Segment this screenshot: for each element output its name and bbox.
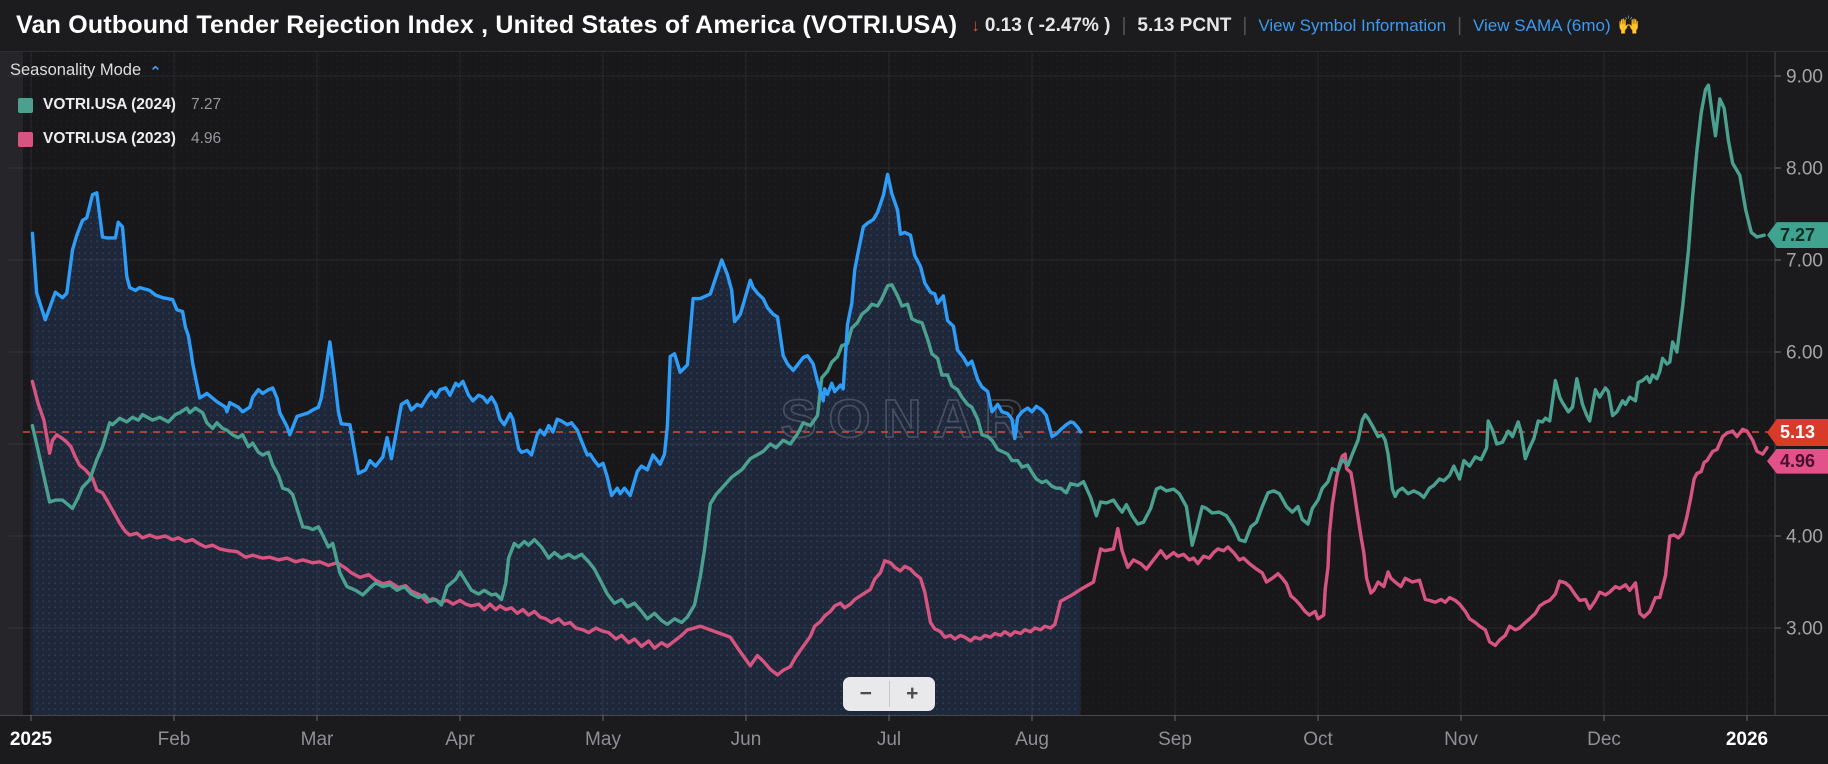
separator: | xyxy=(1242,14,1248,36)
view-sama-link[interactable]: View SAMA (6mo) xyxy=(1473,15,1611,35)
legend-item-votri-2023[interactable]: VOTRI.USA (2023) 4.96 xyxy=(10,130,221,148)
view-symbol-information-link[interactable]: View Symbol Information xyxy=(1258,15,1447,35)
svg-text:Oct: Oct xyxy=(1303,729,1333,750)
series-swatch-2023 xyxy=(18,131,33,147)
axes xyxy=(0,52,1828,716)
svg-text:Sep: Sep xyxy=(1158,729,1192,750)
series-swatch-2024 xyxy=(18,97,33,113)
svg-text:6.00: 6.00 xyxy=(1786,343,1823,364)
legend-label-2024: VOTRI.USA (2024) xyxy=(43,96,176,113)
zoom-in-button[interactable]: + xyxy=(890,677,936,711)
legend-item-votri-2024[interactable]: VOTRI.USA (2024) 7.27 xyxy=(10,96,221,114)
legend-label-2023: VOTRI.USA (2023) xyxy=(43,130,176,147)
divider xyxy=(888,681,890,707)
separator: | xyxy=(1121,14,1127,36)
svg-text:9.00: 9.00 xyxy=(1786,67,1823,88)
svg-text:Aug: Aug xyxy=(1015,729,1049,750)
current-value-pcnt: 5.13 PCNT xyxy=(1137,14,1232,36)
series-line-2024 xyxy=(30,83,1766,626)
chevron-up-icon: ⌃ xyxy=(149,64,162,81)
zoom-control: − + xyxy=(843,677,935,711)
svg-text:2025: 2025 xyxy=(10,729,53,750)
svg-text:2026: 2026 xyxy=(1726,729,1768,750)
zoom-out-button[interactable]: − xyxy=(843,677,889,711)
value-badge-last-5.13: 5.13 xyxy=(1767,419,1828,447)
raising-hands-icon: 🙌 xyxy=(1617,15,1641,35)
change-indicator: ↓ 0.13 ( -2.47% ) | 5.13 PCNT | View Sym… xyxy=(971,15,1640,37)
left-gutter xyxy=(0,52,23,715)
svg-text:3.00: 3.00 xyxy=(1786,619,1823,640)
change-value: 0.13 ( -2.47% ) xyxy=(984,14,1111,36)
svg-text:Dec: Dec xyxy=(1587,729,1621,750)
header-bar: Van Outbound Tender Rejection Index , Un… xyxy=(0,0,1828,52)
series-line-2025 xyxy=(30,172,1083,498)
legend: Seasonality Mode ⌃ VOTRI.USA (2024) 7.27… xyxy=(10,60,221,148)
series-line-2023 xyxy=(30,379,1769,677)
seasonality-band-texture xyxy=(32,174,1081,715)
svg-text:Feb: Feb xyxy=(158,729,191,750)
seasonality-mode-toggle[interactable]: Seasonality Mode ⌃ xyxy=(10,60,221,82)
svg-text:Apr: Apr xyxy=(445,729,475,750)
svg-text:4.00: 4.00 xyxy=(1786,527,1823,548)
svg-text:May: May xyxy=(585,729,621,750)
value-badge-2024: 7.27 xyxy=(1767,222,1828,249)
svg-text:7.00: 7.00 xyxy=(1786,251,1823,272)
down-arrow-icon: ↓ xyxy=(971,15,980,35)
svg-text:Jul: Jul xyxy=(877,729,901,750)
y-axis-labels: 9.00 8.00 7.00 6.00 4.00 3.00 xyxy=(1775,67,1823,640)
svg-text:Mar: Mar xyxy=(301,729,334,750)
svg-text:Jun: Jun xyxy=(731,729,762,750)
svg-text:8.00: 8.00 xyxy=(1786,159,1823,180)
x-axis-labels: 2025 Feb Mar Apr May Jun Jul Aug Sep Oct Nov Dec 202… xyxy=(10,715,1768,750)
separator: | xyxy=(1457,14,1462,36)
legend-value-2023: 4.96 xyxy=(191,130,222,147)
page-title: Van Outbound Tender Rejection Index , Un… xyxy=(16,11,958,39)
legend-value-2024: 7.27 xyxy=(191,96,222,113)
seasonality-mode-label: Seasonality Mode xyxy=(10,60,142,79)
svg-text:Nov: Nov xyxy=(1444,729,1478,750)
value-badge-2023: 4.96 xyxy=(1767,448,1828,474)
